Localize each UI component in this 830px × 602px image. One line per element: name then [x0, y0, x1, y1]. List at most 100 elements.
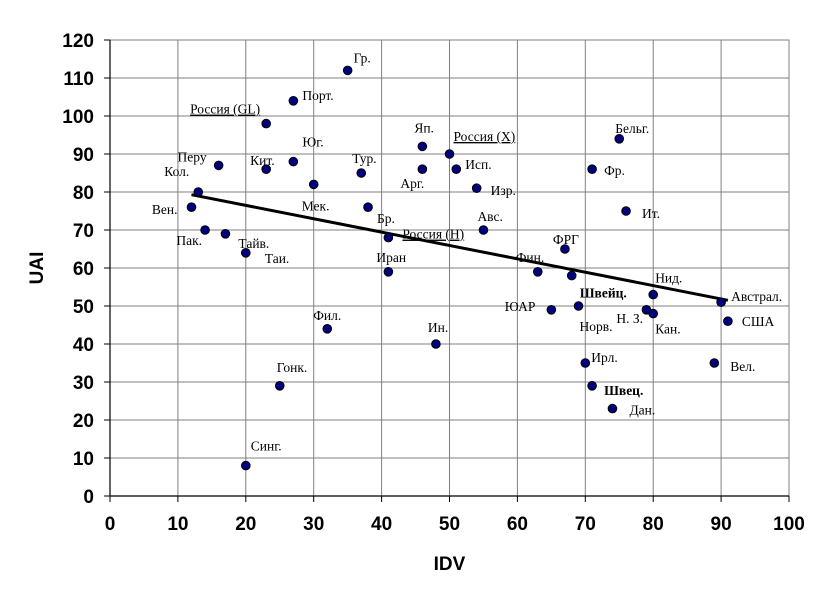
data-point	[186, 202, 197, 212]
point-label: Синг.	[251, 439, 282, 454]
x-tick-label: 100	[773, 514, 805, 535]
y-tick-label: 60	[73, 259, 94, 280]
data-point	[241, 460, 251, 471]
point-label: Нид.	[655, 271, 682, 286]
data-point	[322, 324, 333, 334]
data-point	[573, 301, 584, 311]
x-tick-label: 90	[711, 514, 732, 535]
point-label: Таи.	[265, 251, 290, 266]
data-point	[560, 244, 570, 254]
data-point	[587, 381, 597, 391]
point-label: Изр.	[491, 183, 516, 198]
point-label: Ит.	[642, 206, 660, 221]
point-label: Швейц.	[580, 286, 627, 301]
point-label: ЮАР	[505, 299, 536, 314]
point-label: Фр.	[604, 163, 625, 178]
point-label: Кан.	[655, 322, 680, 337]
trendline	[191, 193, 729, 302]
data-point	[478, 225, 489, 235]
data-point	[274, 381, 285, 391]
y-tick-label: 90	[73, 145, 94, 166]
point-label: Исп.	[465, 157, 491, 172]
point-label: Ирл.	[591, 350, 617, 365]
data-point	[241, 248, 251, 258]
point-label: Юг.	[302, 135, 323, 150]
data-points	[186, 65, 733, 471]
point-label: Россия (X)	[454, 129, 516, 144]
data-point	[444, 149, 455, 159]
point-label: Бр.	[377, 211, 395, 226]
point-label: Кол.	[164, 164, 189, 179]
data-point	[261, 164, 271, 174]
y-axis-title: UAI	[27, 252, 48, 285]
data-point	[723, 316, 733, 327]
data-point	[261, 118, 271, 129]
x-tick-label: 30	[303, 514, 324, 535]
y-tick-label: 20	[73, 411, 94, 432]
data-point	[607, 403, 618, 414]
x-tick-label: 80	[643, 514, 664, 535]
point-label: Гонк.	[277, 360, 308, 375]
y-tick-label: 10	[73, 449, 94, 470]
point-label: Порт.	[302, 88, 333, 103]
y-tick-labels: 0 10 20 30 40 50 60 70 80 90 100 110 120	[62, 31, 94, 508]
data-point	[648, 308, 659, 319]
point-label: Тур.	[352, 151, 376, 166]
data-point	[614, 134, 625, 144]
y-tick-label: 30	[73, 373, 94, 394]
data-point	[546, 305, 557, 315]
y-tick-label: 40	[73, 335, 94, 356]
point-label: Вел.	[730, 359, 755, 374]
point-label: Мек.	[302, 198, 330, 213]
data-point	[193, 187, 204, 197]
point-label: Гр.	[354, 50, 371, 65]
point-label: Норв.	[580, 319, 613, 334]
y-tick-label: 110	[63, 69, 94, 90]
x-tick-label: 10	[167, 514, 188, 535]
data-point	[451, 164, 462, 174]
point-label: Швец.	[604, 383, 643, 398]
y-tick-label: 70	[73, 221, 94, 242]
point-label: Бельг.	[615, 121, 649, 136]
point-label: Фил.	[313, 308, 341, 323]
data-point	[566, 270, 577, 281]
point-label: Арг.	[400, 176, 424, 191]
point-label: Перу	[178, 149, 207, 164]
point-label: ФРГ	[553, 232, 579, 247]
data-point	[532, 267, 543, 277]
data-point	[417, 164, 428, 174]
point-label: Иран	[376, 250, 406, 265]
data-point	[417, 141, 428, 152]
x-tick-label: 50	[439, 514, 460, 535]
x-tick-label: 40	[371, 514, 392, 535]
y-tick-label: 120	[62, 31, 94, 52]
data-point	[308, 179, 319, 190]
point-label: Тайв.	[238, 236, 269, 251]
x-tick-label: 20	[235, 514, 256, 535]
data-point	[220, 229, 231, 239]
point-label: Фин.	[516, 250, 545, 265]
data-point	[648, 289, 659, 300]
data-point	[356, 168, 367, 178]
y-tick-label: 100	[62, 107, 94, 128]
point-label: Пак.	[176, 233, 202, 248]
data-point	[587, 164, 597, 174]
axes	[104, 39, 790, 502]
data-point	[383, 267, 394, 277]
data-point	[716, 297, 726, 308]
data-point	[213, 160, 224, 171]
data-point	[621, 206, 631, 216]
x-axis-title: IDV	[434, 554, 466, 575]
data-point	[709, 358, 720, 368]
y-tick-label: 80	[73, 183, 94, 204]
point-label: Ин.	[428, 320, 448, 335]
point-label: США	[742, 314, 775, 329]
y-tick-label: 50	[73, 297, 94, 318]
data-point	[580, 358, 591, 368]
point-label: Н. З.	[616, 311, 643, 326]
point-label: Яп.	[414, 120, 434, 135]
point-label: Австрал.	[731, 289, 782, 304]
x-tick-label: 60	[507, 514, 528, 535]
